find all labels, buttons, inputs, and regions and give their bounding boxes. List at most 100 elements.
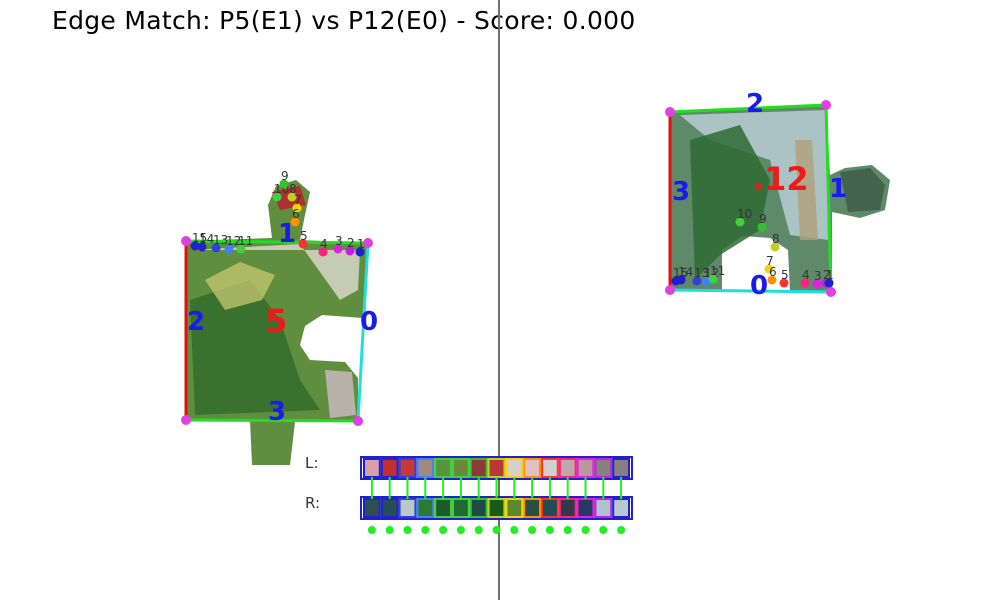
match-indicator-dot bbox=[563, 526, 572, 534]
match-indicator-dot bbox=[403, 526, 412, 534]
left-sample-index: 8 bbox=[289, 182, 297, 196]
left-piece-number: 5 bbox=[265, 302, 287, 340]
left-sample-dot bbox=[190, 241, 200, 251]
left-sample-dot bbox=[355, 247, 365, 257]
left-color-swatch bbox=[541, 458, 559, 478]
right-color-swatch bbox=[380, 498, 399, 518]
left-sample-dot bbox=[279, 179, 289, 189]
left-corner-tr bbox=[363, 238, 373, 248]
right-sample-index: 4 bbox=[802, 268, 810, 282]
match-indicator-dot bbox=[492, 526, 501, 534]
left-color-swatch bbox=[363, 458, 381, 478]
left-color-swatch bbox=[594, 458, 613, 478]
right-sample-dot bbox=[812, 279, 822, 289]
right-color-swatch bbox=[469, 498, 488, 518]
left-color-swatch bbox=[523, 458, 542, 478]
left-edge-0 bbox=[356, 242, 370, 422]
right-edge-label-1: 1 bbox=[829, 174, 847, 204]
left-sample-dot bbox=[224, 244, 234, 254]
left-sample-index: 12 bbox=[226, 234, 241, 248]
left-sample-dot bbox=[211, 243, 221, 253]
right-color-swatch bbox=[594, 498, 613, 518]
match-indicator-dot bbox=[545, 526, 554, 534]
right-strip-label: R: bbox=[305, 494, 320, 512]
left-sample-index: 15 bbox=[192, 231, 207, 245]
right-corner-br bbox=[826, 287, 836, 297]
right-sample-index: 11 bbox=[710, 264, 725, 278]
left-piece-foliage bbox=[190, 280, 320, 415]
right-sample-dot bbox=[767, 275, 777, 285]
right-sample-index: 7 bbox=[766, 254, 774, 268]
left-color-swatch bbox=[487, 458, 506, 478]
right-corner-tl bbox=[665, 107, 675, 117]
left-color-swatch bbox=[380, 458, 399, 478]
right-color-swatch bbox=[576, 498, 595, 518]
left-corner-tl bbox=[181, 236, 191, 246]
right-color-swatch bbox=[612, 498, 631, 518]
left-color-swatch bbox=[398, 458, 417, 478]
right-sample-index: 10 bbox=[737, 207, 752, 221]
right-sample-dot bbox=[757, 222, 767, 232]
right-edge-0 bbox=[669, 288, 832, 294]
match-indicator-dot bbox=[617, 526, 626, 534]
match-indicator-dot bbox=[581, 526, 590, 534]
left-sample-index: 2 bbox=[347, 236, 355, 250]
left-sample-index: 5 bbox=[300, 229, 308, 243]
left-sample-index: 1 bbox=[357, 237, 365, 251]
right-sample-dot bbox=[692, 276, 702, 286]
right-edge-2 bbox=[669, 103, 827, 114]
match-indicator-dot bbox=[474, 526, 483, 534]
right-piece-number: .12 bbox=[752, 160, 809, 198]
left-sample-dot bbox=[298, 239, 308, 249]
right-piece-sky bbox=[680, 110, 828, 240]
right-sample-index: 8 bbox=[772, 232, 780, 246]
left-edge-label-1: 1 bbox=[278, 219, 296, 249]
right-sample-index: 1 bbox=[826, 268, 834, 282]
right-corner-tr bbox=[821, 100, 831, 110]
right-sample-index: 3 bbox=[814, 269, 822, 283]
match-indicator-dot bbox=[421, 526, 430, 534]
left-color-swatch bbox=[558, 458, 577, 478]
left-sample-dot bbox=[333, 244, 343, 254]
right-sample-dot bbox=[800, 278, 810, 288]
left-piece-highlight bbox=[205, 262, 275, 310]
right-color-swatch bbox=[398, 498, 417, 518]
left-sample-dot bbox=[290, 217, 300, 227]
left-sample-dot bbox=[197, 242, 207, 252]
right-sample-index: 13 bbox=[694, 266, 709, 280]
right-piece-tab-dark bbox=[840, 168, 885, 212]
right-sample-index: 2 bbox=[823, 268, 831, 282]
right-edge-1 bbox=[824, 104, 833, 293]
match-indicator-dot bbox=[439, 526, 448, 534]
left-edge-3 bbox=[185, 418, 359, 423]
right-color-swatch bbox=[523, 498, 542, 518]
left-edge-label-0: 0 bbox=[360, 307, 378, 337]
right-color-swatch bbox=[487, 498, 506, 518]
right-sample-dot bbox=[708, 274, 718, 284]
left-piece-sky bbox=[190, 244, 360, 300]
right-color-swatch bbox=[416, 498, 435, 518]
match-indicator-dot bbox=[385, 526, 394, 534]
right-color-swatch bbox=[558, 498, 577, 518]
left-sample-index: 9 bbox=[281, 169, 289, 183]
left-sample-index: 11 bbox=[238, 234, 253, 248]
right-sample-dot bbox=[824, 278, 834, 288]
left-piece-rock bbox=[325, 370, 356, 418]
left-sample-index: 3 bbox=[335, 234, 343, 248]
right-color-swatch bbox=[452, 498, 470, 518]
left-edge-label-3: 3 bbox=[268, 397, 286, 427]
match-indicator-dot bbox=[367, 526, 376, 534]
right-edge-label-3: 3 bbox=[672, 177, 690, 207]
left-corner-br bbox=[353, 416, 363, 426]
left-sample-dot bbox=[292, 203, 302, 213]
left-edge-label-2: 2 bbox=[187, 307, 205, 337]
color-comparison-strips bbox=[360, 456, 633, 534]
right-color-swatch bbox=[434, 498, 453, 518]
right-piece-tree bbox=[690, 125, 770, 280]
right-color-swatch bbox=[541, 498, 559, 518]
